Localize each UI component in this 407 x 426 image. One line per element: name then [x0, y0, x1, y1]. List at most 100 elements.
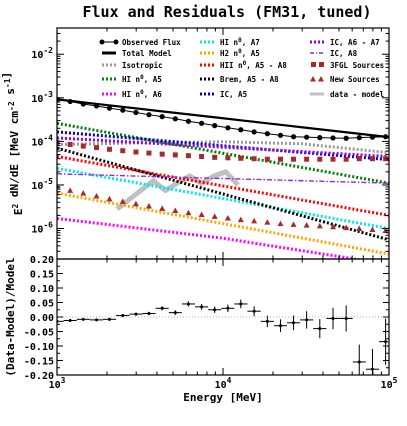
3fgl-source-point [120, 148, 126, 154]
legend-label: HII n0, A5 - A8 [220, 60, 287, 70]
new-source-point [145, 202, 152, 209]
new-source-point [119, 198, 126, 204]
residual-point [292, 321, 296, 325]
new-source-point [93, 192, 100, 199]
3fgl-source-point [212, 154, 218, 160]
3fgl-source-point [57, 139, 60, 145]
residual-point [252, 309, 256, 313]
residual-point [239, 302, 243, 306]
chart-title: Flux and Residuals (FM31, tuned) [83, 3, 372, 21]
new-source-point [132, 200, 139, 207]
observed-flux-point [212, 123, 218, 129]
bottom-y-tick-label: -0.10 [24, 342, 54, 353]
observed-flux-point [120, 107, 126, 113]
new-source-point [343, 224, 350, 231]
residual-point [370, 367, 374, 371]
x-axis-label: Energy [MeV] [183, 391, 262, 404]
legend-swatch [310, 76, 316, 82]
legend-swatch [319, 62, 324, 67]
legend-label: Total Model [122, 49, 172, 58]
residual-points [57, 299, 389, 375]
residual-point [318, 327, 322, 331]
residual-point [81, 317, 85, 321]
observed-flux-point [277, 132, 284, 138]
x-tick-label: 103 [49, 376, 66, 391]
3fgl-source-point [225, 155, 231, 161]
observed-flux-point [369, 134, 376, 140]
new-source-point [356, 225, 363, 232]
top-y-tick-label: 10-2 [31, 46, 53, 61]
observed-flux-point [317, 135, 323, 141]
new-source-point [316, 222, 323, 229]
legend-label: data - model [330, 90, 384, 99]
observed-flux-point [383, 134, 389, 140]
legend-label: HI n0, A7 [220, 37, 260, 47]
legend-swatch [318, 76, 324, 82]
new-source-point [211, 213, 218, 219]
observed-flux-point [343, 135, 349, 141]
new-source-point [172, 207, 179, 213]
residual-point [160, 306, 164, 310]
observed-flux-point [106, 105, 113, 111]
observed-flux-point [238, 127, 244, 133]
bottom-y-tick-label: 0.00 [30, 313, 54, 324]
legend-label: IC, A8 [330, 49, 358, 58]
residual-point [305, 318, 309, 322]
observed-flux-point [80, 101, 86, 107]
new-source-point [290, 221, 297, 227]
top-y-tick-label: 10-5 [31, 177, 53, 192]
new-source-point [264, 219, 271, 225]
legend-label: HI n0, A6 [122, 89, 162, 99]
observed-flux-point [67, 98, 73, 105]
residual-point [95, 318, 99, 322]
legend-label: Observed Flux [122, 38, 181, 47]
top-y-tick-label: 10-4 [31, 133, 53, 148]
legend-label: H2 n0, A5 [220, 48, 260, 58]
residual-point [68, 318, 72, 322]
3fgl-source-point [343, 156, 349, 162]
bottom-y-axis-label: (Data-Model)/Model [4, 257, 17, 376]
new-source-point [80, 190, 87, 196]
series-hi-n-0-a7 [57, 166, 389, 231]
new-source-point [277, 220, 284, 227]
bottom-y-tick-label: -0.20 [24, 371, 54, 382]
legend-label: IC, A5 [220, 90, 247, 99]
3fgl-source-point [185, 153, 191, 159]
bottom-y-tick-label: 0.05 [30, 299, 54, 310]
observed-flux-point [172, 116, 178, 122]
observed-flux-point [290, 134, 297, 140]
new-source-point [251, 217, 258, 224]
series-ic-a6-a7 [57, 136, 389, 158]
series-ic-a8 [57, 173, 389, 184]
observed-flux-point [356, 135, 362, 141]
3fgl-source-point [356, 156, 362, 162]
3fgl-source-point [159, 151, 165, 157]
3fgl-source-point [291, 156, 297, 162]
residual-point [213, 308, 217, 312]
new-source-point [106, 195, 113, 202]
3fgl-source-point [304, 156, 310, 162]
3fgl-source-point [146, 150, 152, 156]
new-source-point [330, 223, 337, 230]
observed-flux-point [146, 112, 152, 118]
x-tick-label: 105 [381, 376, 398, 391]
3fgl-source-point [264, 156, 270, 162]
observed-flux-point [304, 134, 310, 140]
3fgl-source-point [94, 145, 100, 151]
3fgl-source-point [330, 156, 336, 162]
residual-point [107, 317, 111, 321]
legend: Observed Flux Total Model Isotropic HI n0, … [99, 37, 384, 99]
observed-flux-point [159, 114, 165, 120]
legend-label: New Sources [330, 75, 380, 84]
3fgl-source-point [172, 152, 178, 158]
series-h2-n-0-a5 [57, 191, 389, 256]
new-source-point [198, 211, 205, 218]
legend-label: Brem, A5 - A8 [220, 75, 279, 84]
observed-flux-point [251, 129, 257, 135]
series-ic-a5 [57, 130, 389, 162]
top-y-axis-label: E2 dN/dE [MeV cm-2 s-1] [0, 72, 25, 215]
residual-point [134, 312, 138, 316]
3fgl-source-point [277, 156, 283, 162]
residual-point [147, 312, 151, 316]
